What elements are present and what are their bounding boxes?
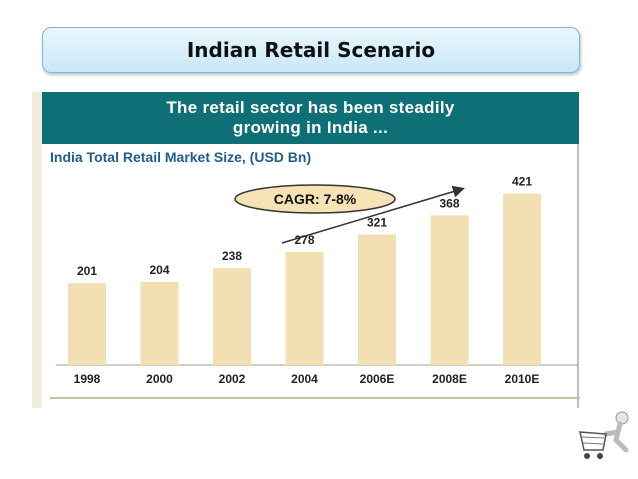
bar-2006E: [358, 234, 396, 365]
slide-title-box: Indian Retail Scenario: [42, 27, 580, 73]
value-label-2006E: 321: [367, 215, 387, 229]
x-tick-2002: 2002: [219, 372, 246, 386]
x-tick-1998: 1998: [74, 372, 101, 386]
cagr-annotation: CAGR: 7-8%: [274, 191, 357, 207]
x-tick-2008E: 2008E: [432, 372, 467, 386]
value-label-2008E: 368: [439, 196, 459, 210]
value-label-1998: 201: [77, 264, 97, 278]
panel-left-edge: [32, 92, 42, 408]
panel-right-edge: [577, 92, 579, 408]
banner-line-1: The retail sector has been steadily: [166, 98, 455, 117]
bar-2002: [213, 268, 251, 365]
value-label-2004: 278: [294, 233, 314, 247]
bar-1998: [68, 283, 106, 365]
value-label-2010E: 421: [512, 175, 532, 189]
bar-2008E: [430, 215, 469, 365]
slide-title: Indian Retail Scenario: [186, 38, 436, 62]
shopping-cart-person-icon: [579, 411, 629, 459]
panel-banner: The retail sector has been steadily grow…: [42, 92, 579, 144]
cagr-badge: [234, 184, 396, 214]
value-label-2002: 238: [222, 249, 242, 263]
bar-2004: [285, 251, 324, 365]
banner-line-2: growing in India ...: [232, 118, 389, 137]
x-tick-2006E: 2006E: [360, 372, 395, 386]
value-label-2000: 204: [149, 263, 169, 277]
bar-2000: [140, 282, 179, 365]
cagr-trend-arrow: [281, 185, 465, 244]
axis-baseline-decor: [50, 397, 580, 399]
chart-subtitle: India Total Retail Market Size, (USD Bn): [50, 149, 312, 165]
x-tick-2000: 2000: [146, 372, 173, 386]
bar-2010E: [503, 193, 541, 365]
x-tick-2010E: 2010E: [505, 372, 540, 386]
x-tick-2004: 2004: [291, 372, 318, 386]
